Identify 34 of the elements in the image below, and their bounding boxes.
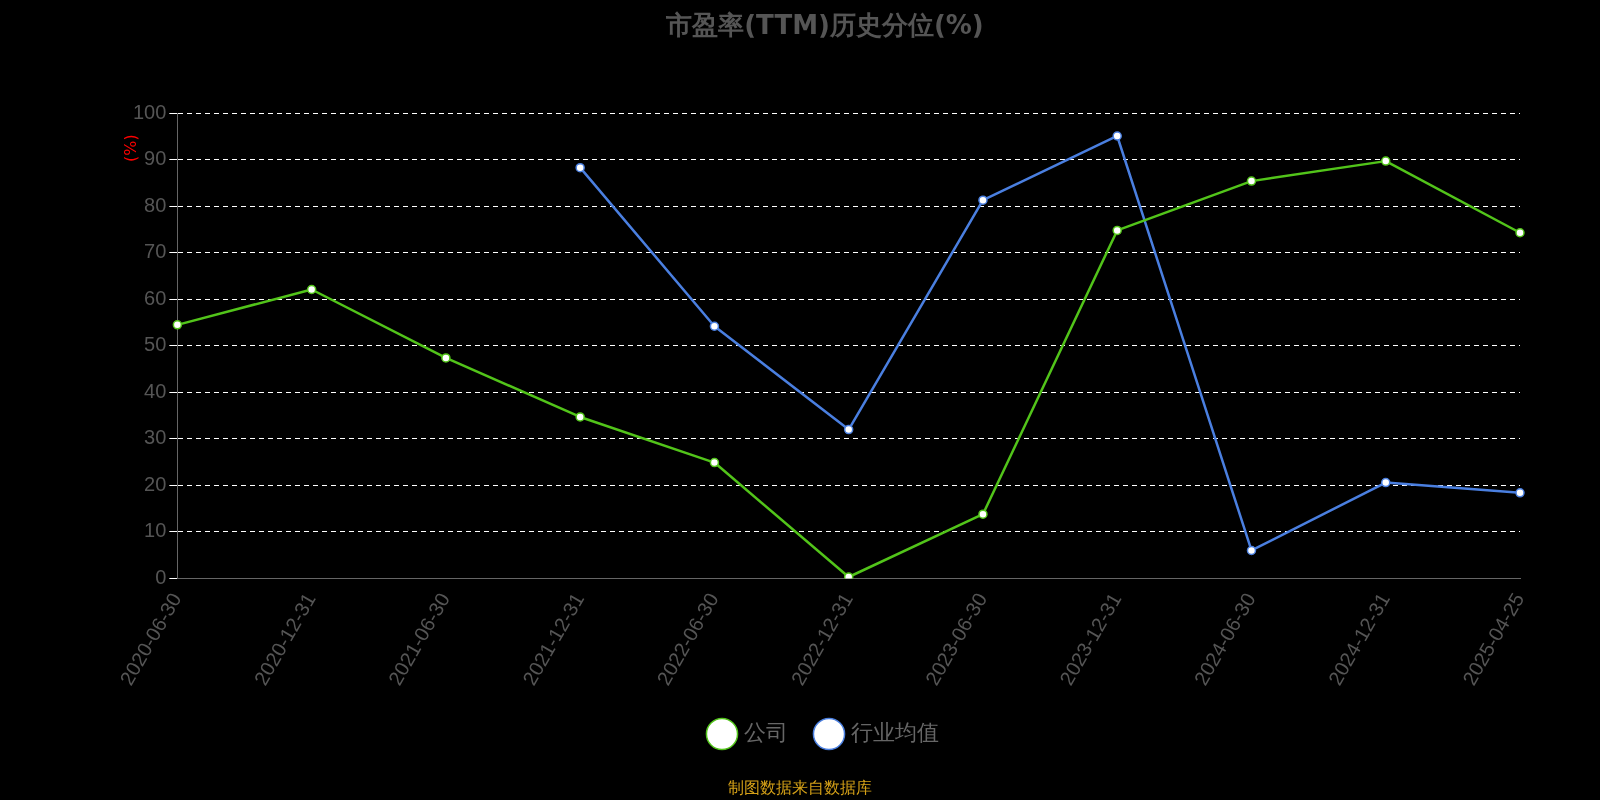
- point: [1112, 131, 1122, 141]
- point: [306, 284, 317, 295]
- point: [709, 321, 720, 332]
- point: [1515, 228, 1525, 238]
- point: [1380, 156, 1391, 166]
- point: [1380, 477, 1391, 488]
- point: [172, 320, 183, 330]
- point: [1246, 545, 1257, 556]
- y-tick-label: 50: [144, 333, 167, 356]
- y-tick-label: 90: [144, 147, 167, 170]
- point: [978, 509, 988, 519]
- y-tick-label: 60: [144, 286, 167, 309]
- y-tick-label: 20: [144, 472, 167, 495]
- legend-label: 行业均值: [851, 720, 939, 746]
- point: [441, 353, 451, 363]
- point: [1246, 176, 1257, 186]
- text: 制图数据来自数据库: [727, 778, 873, 799]
- point: [978, 195, 988, 205]
- chart-title: 市盈率(TTM)历史分位(%): [665, 10, 984, 41]
- y-tick-label: 40: [144, 379, 167, 402]
- y-axis-title: (%): [121, 134, 141, 163]
- point: [575, 162, 585, 173]
- y-tick-label: 30: [144, 426, 167, 449]
- point: [709, 457, 720, 468]
- legend-label: 公司: [744, 720, 788, 746]
- point: [843, 424, 854, 435]
- point: [575, 412, 585, 422]
- y-tick-label: 100: [132, 100, 167, 123]
- y-tick-label: 80: [144, 193, 167, 216]
- y-tick-label: 0: [155, 565, 167, 588]
- point: [1112, 225, 1122, 236]
- y-tick-label: 10: [144, 519, 167, 542]
- y-tick-label: 70: [144, 240, 167, 263]
- point: [1515, 488, 1525, 498]
